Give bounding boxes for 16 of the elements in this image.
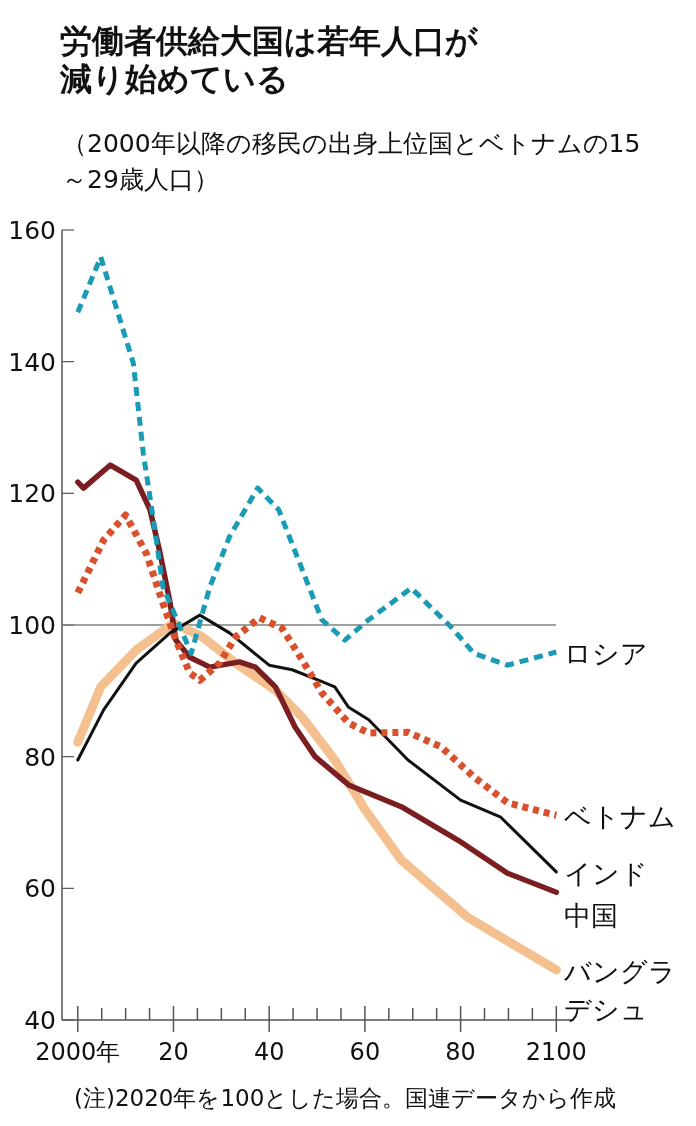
x-tick-label: 60 xyxy=(349,1038,381,1066)
y-tick-label: 140 xyxy=(8,347,56,377)
x-tick-label: 80 xyxy=(445,1038,476,1066)
y-tick-label: 40 xyxy=(24,1006,56,1035)
x-tick-label: 20 xyxy=(158,1038,189,1066)
y-tick-label: 60 xyxy=(24,874,56,904)
note: (注)2020年を100とした場合。国連データから作成 xyxy=(74,1085,617,1111)
y-tick-label: 80 xyxy=(24,742,56,772)
y-tick-label: 160 xyxy=(8,216,56,245)
y-tick-label: 100 xyxy=(8,611,56,640)
x-tick-label: 2100 xyxy=(525,1038,587,1066)
y-tick-label: 120 xyxy=(8,479,56,509)
x-tick-label: 40 xyxy=(253,1038,285,1066)
subtitle: （2000年以降の移民の出身上位国とベトナムの15～29歳人口） xyxy=(62,129,641,194)
title: 労働者供給大国は若年人口が減り始めている xyxy=(60,22,478,98)
x-tick-label: 2000年 xyxy=(35,1038,121,1066)
